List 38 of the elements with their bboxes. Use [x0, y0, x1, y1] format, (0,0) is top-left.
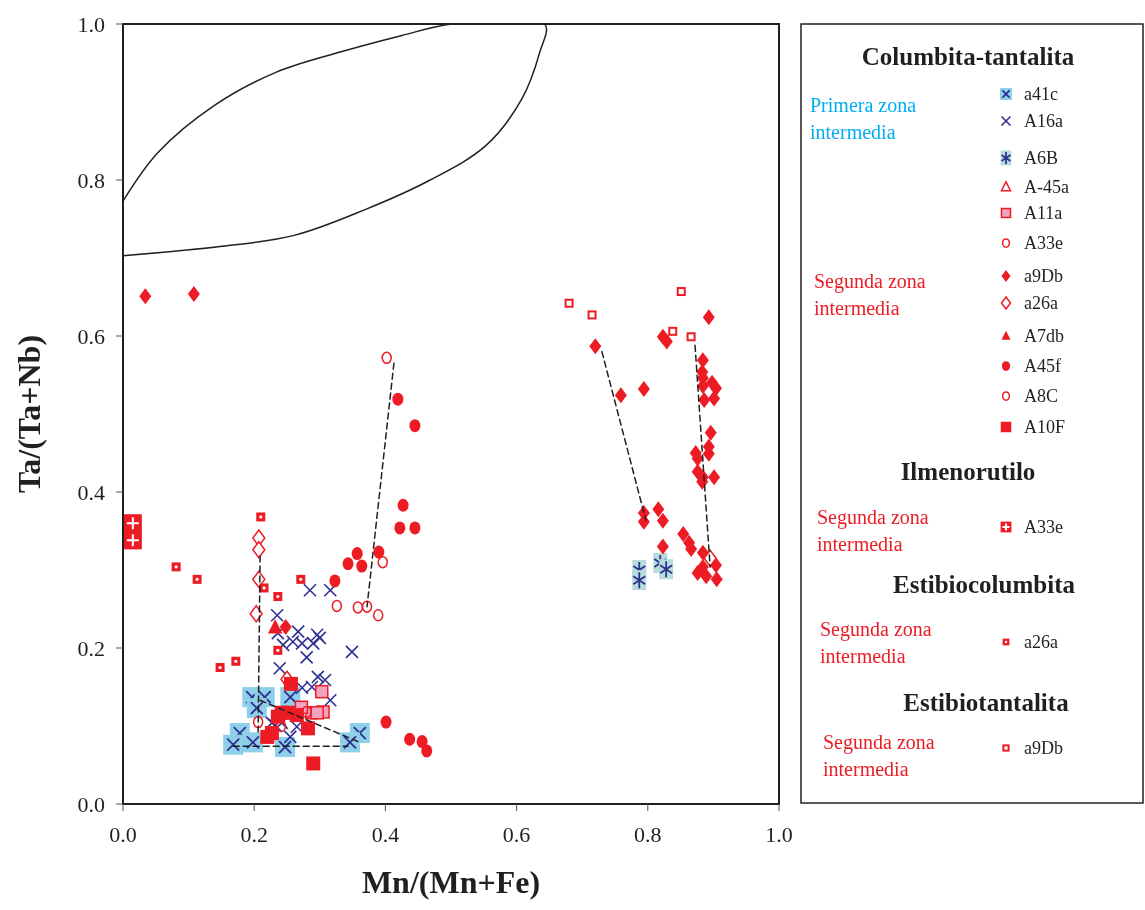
text: Estibiotantalita	[903, 689, 1070, 716]
text: Columbita-tantalita	[861, 43, 1075, 70]
text: Segunda zona intermedia	[814, 270, 926, 319]
legend-label: a26a	[1024, 632, 1058, 653]
legend-label: A45f	[1024, 356, 1061, 377]
y-tick-label: 0.0	[77, 791, 105, 817]
legend-label: A8C	[1024, 386, 1059, 407]
legend-label: a41c	[1024, 84, 1058, 105]
y-tick-label: 0.4	[77, 479, 105, 505]
legend-label: A11a	[1024, 203, 1063, 224]
legend-label: A33e	[1024, 233, 1063, 254]
text: Segunda zona intermedia	[817, 506, 929, 555]
legend-label: A-45a	[1024, 177, 1069, 198]
legend-label: a9Db	[1024, 266, 1063, 287]
y-tick-label: 1.0	[77, 11, 105, 37]
x-tick-label: 0.2	[240, 822, 268, 847]
x-tick-label: 1.0	[765, 822, 793, 847]
text: Ilmenorutilo	[900, 458, 1036, 485]
x-tick-label: 0.6	[502, 822, 531, 847]
text: Estibiocolumbita	[893, 571, 1076, 598]
x-tick-label: 0.0	[109, 822, 137, 847]
text: Segunda zona intermedia	[823, 731, 935, 780]
x-tick-label: 0.4	[371, 822, 400, 847]
text: Primera zona intermedia	[810, 94, 917, 143]
legend-label: A16a	[1024, 111, 1063, 132]
legend-label: a26a	[1024, 293, 1058, 314]
y-tick-label: 0.6	[77, 323, 105, 349]
x-axis-title: Mn/(Mn+Fe)	[361, 864, 541, 900]
y-tick-label: 0.8	[77, 167, 105, 193]
x-tick-label: 0.8	[634, 822, 662, 847]
text: Segunda zona intermedia	[820, 618, 932, 667]
legend-label: A33e	[1024, 517, 1063, 538]
legend-label: a9Db	[1024, 738, 1063, 759]
y-tick-label: 0.2	[77, 635, 105, 661]
y-axis-title: Ta/(Ta+Nb)	[11, 334, 47, 494]
legend-label: A6B	[1024, 148, 1059, 169]
legend-label: A10F	[1024, 417, 1066, 438]
legend-label: A7db	[1024, 326, 1064, 347]
